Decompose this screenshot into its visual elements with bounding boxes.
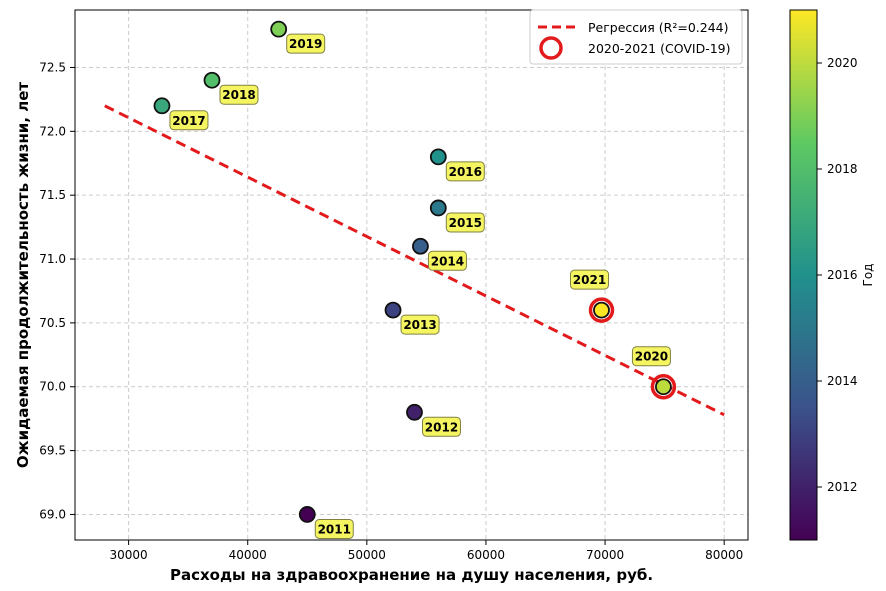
grid <box>75 10 748 540</box>
legend-covid-label: 2020-2021 (COVID-19) <box>588 41 731 56</box>
point-label-box <box>631 346 671 367</box>
point-label: 2012 <box>425 420 458 434</box>
point-label-box <box>421 416 461 437</box>
colorbar-tick-label: 2012 <box>827 480 858 494</box>
colorbar-tick-label: 2018 <box>827 162 858 176</box>
point-label: 2017 <box>172 114 205 128</box>
y-tick-label: 69.5 <box>39 444 66 458</box>
point-label: 2016 <box>449 165 482 179</box>
x-tick-label: 60000 <box>467 548 505 562</box>
point-label: 2015 <box>449 216 482 230</box>
point-label-box <box>569 269 609 290</box>
y-tick-label: 72.5 <box>39 60 66 74</box>
y-tick-label: 70.0 <box>39 380 66 394</box>
data-point <box>412 237 429 255</box>
y-tick-label: 70.5 <box>39 316 66 330</box>
x-tick-label: 40000 <box>229 548 267 562</box>
legend-box <box>529 9 743 65</box>
point-label-box <box>219 84 259 105</box>
colorbar-title: Год <box>861 264 875 287</box>
point-label: 2021 <box>573 273 606 287</box>
colorbar-tick-label: 2020 <box>827 56 858 70</box>
data-point <box>429 148 447 166</box>
data-points <box>153 20 677 523</box>
colorbar-ticks: 2012 2014 2016 2018 2020 <box>817 56 858 494</box>
point-label-box <box>314 518 354 539</box>
x-tick-label: 30000 <box>110 548 148 562</box>
x-tick-label: 50000 <box>348 548 386 562</box>
point-label-box <box>427 250 467 271</box>
point-label: 2018 <box>222 88 255 102</box>
point-label: 2013 <box>403 318 436 332</box>
y-tick-label: 71.5 <box>39 188 66 202</box>
x-axis-title: Расходы на здравоохранение на душу насел… <box>170 566 653 584</box>
data-point <box>384 301 402 319</box>
y-tick-label: 69.0 <box>39 507 66 521</box>
point-label-box <box>445 212 485 233</box>
point-label: 2019 <box>289 37 322 51</box>
covid-highlight-ring <box>588 297 615 323</box>
data-point <box>298 506 316 523</box>
data-point <box>655 378 672 396</box>
data-point <box>203 71 221 89</box>
data-point <box>270 20 288 38</box>
x-axis-ticks: 30000 40000 50000 60000 70000 80000 <box>110 540 743 562</box>
point-label: 2014 <box>431 254 464 268</box>
point-label-box <box>286 33 326 54</box>
point-label-box <box>445 161 485 182</box>
point-label: 2020 <box>635 350 668 364</box>
colorbar-tick-label: 2016 <box>827 268 858 282</box>
point-label-box <box>400 314 440 335</box>
legend: Регрессия (R²=0.244) 2020-2021 (COVID-19… <box>529 9 743 65</box>
point-label-box <box>169 110 209 131</box>
colorbar-gradient <box>789 9 818 541</box>
point-label: 2011 <box>318 522 351 536</box>
regression-line <box>104 104 725 417</box>
data-point <box>406 403 423 421</box>
legend-regression-label: Регрессия (R²=0.244) <box>588 20 729 35</box>
y-tick-label: 72.0 <box>39 124 66 138</box>
y-axis-ticks: 69.0 69.5 70.0 70.5 71.0 71.5 72.0 72.5 <box>39 60 75 521</box>
point-labels: 2011 2012 2013 2014 2015 2016 2017 2018 2019 2020… <box>169 33 671 539</box>
x-tick-label: 80000 <box>705 548 743 562</box>
regression-line-group <box>104 104 725 417</box>
data-point <box>593 301 610 319</box>
data-point <box>429 199 447 217</box>
legend-covid-swatch <box>539 36 563 60</box>
colorbar-tick-label: 2014 <box>827 374 858 388</box>
covid-highlight-ring <box>650 373 677 400</box>
data-point <box>153 97 171 115</box>
y-tick-label: 71.0 <box>39 252 66 266</box>
colorbar: 2012 2014 2016 2018 2020 Год <box>789 9 875 541</box>
x-tick-label: 70000 <box>586 548 624 562</box>
y-axis-title: Ожидаемая продолжительность жизни, лет <box>14 82 32 468</box>
plot-area-frame <box>74 9 749 541</box>
